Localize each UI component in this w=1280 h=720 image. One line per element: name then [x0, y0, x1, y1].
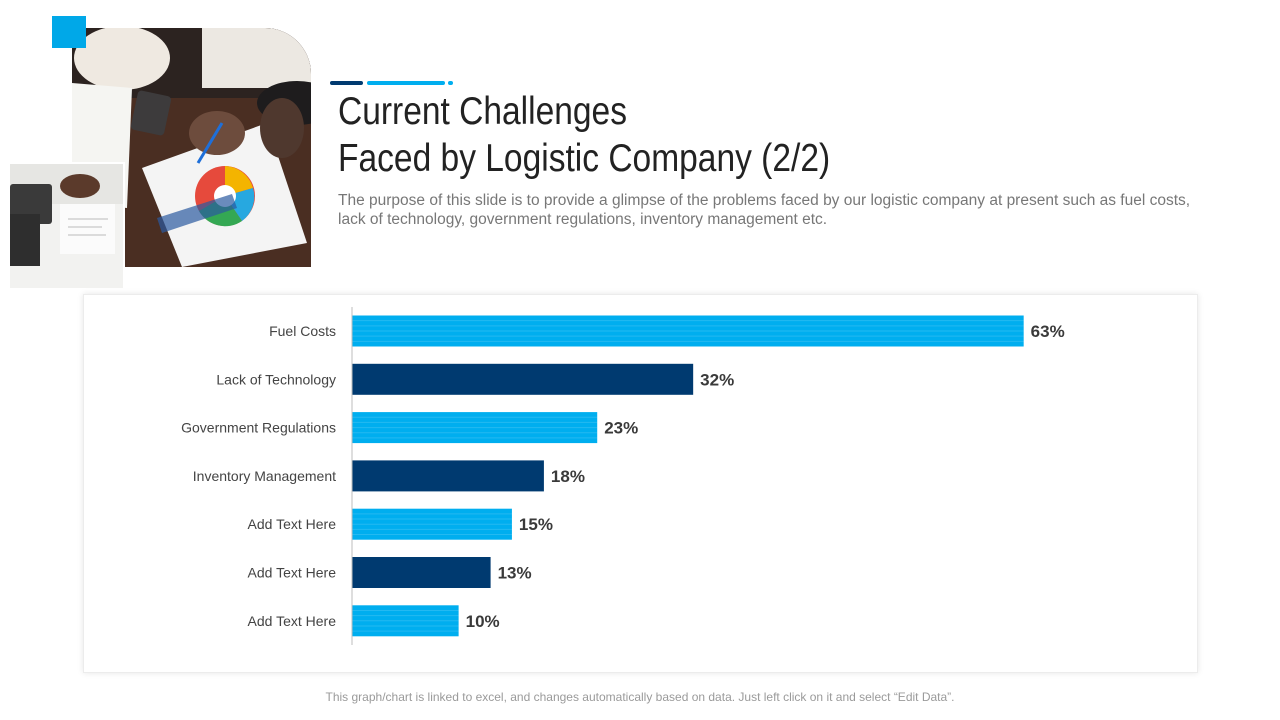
category-label: Inventory Management: [193, 468, 336, 484]
category-label: Add Text Here: [248, 565, 337, 581]
value-label: 23%: [604, 419, 638, 438]
accent-square: [52, 16, 86, 48]
category-label: Add Text Here: [248, 516, 337, 532]
category-label: Lack of Technology: [216, 371, 336, 387]
slide-title-line1: Current Challenges: [338, 90, 627, 133]
desk-photo: [10, 162, 125, 288]
chart-card: Fuel Costs 63% Lack of Technology 32% Govern…: [83, 294, 1198, 673]
bar-6: [352, 557, 491, 588]
bar-2: [352, 363, 694, 395]
category-label: Fuel Costs: [269, 323, 336, 339]
value-label: 63%: [1031, 322, 1065, 341]
value-label: 15%: [519, 515, 553, 534]
value-label: 10%: [466, 612, 500, 631]
category-label: Add Text Here: [248, 613, 337, 629]
bar-3: [352, 412, 598, 444]
slide-title: Current Challenges Faced by Logistic Com…: [338, 88, 830, 182]
bar-1: [352, 315, 1024, 347]
footnote: This graph/chart is linked to excel, and…: [325, 690, 955, 704]
value-label: 13%: [498, 564, 532, 583]
bar-chart: Fuel Costs 63% Lack of Technology 32% Govern…: [181, 307, 1065, 645]
category-label: Government Regulations: [181, 420, 336, 436]
value-label: 32%: [700, 370, 734, 389]
title-accent-bar-light: [367, 81, 445, 85]
slide-title-line2: Faced by Logistic Company (2/2): [338, 137, 831, 180]
bar-7: [352, 605, 459, 637]
title-accent-bar-dark: [330, 81, 363, 85]
title-accent-bar-dot: [448, 81, 453, 85]
bar-4: [352, 460, 544, 492]
bar-5: [352, 508, 512, 540]
value-label: 18%: [551, 467, 585, 486]
slide-subtitle: The purpose of this slide is to provide …: [338, 192, 1191, 228]
